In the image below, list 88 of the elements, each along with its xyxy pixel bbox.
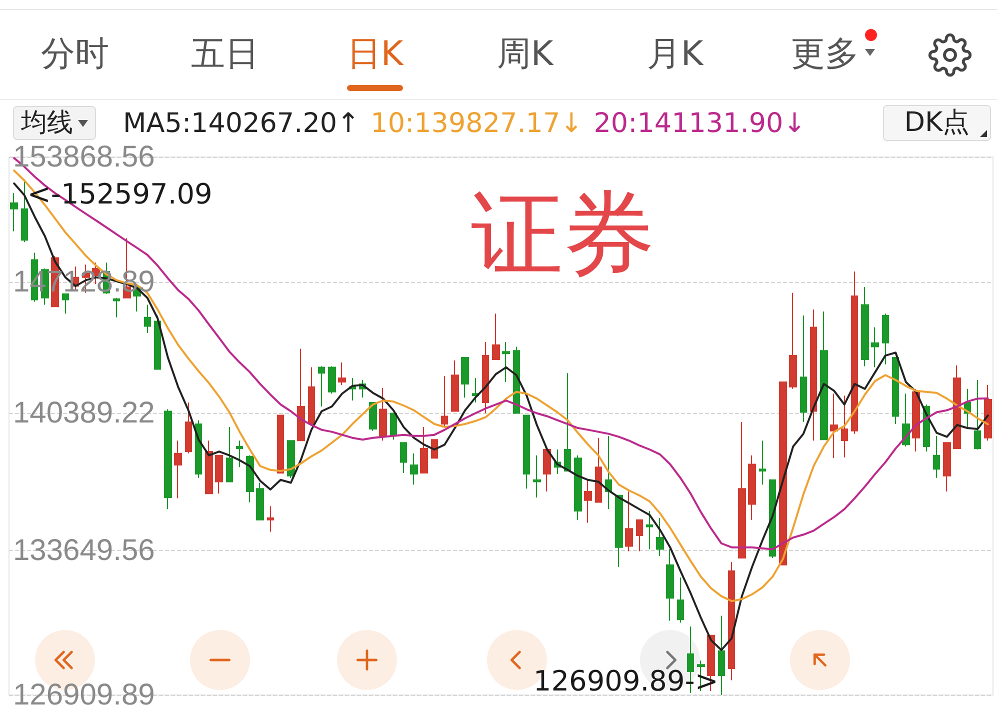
candlestick [277, 414, 284, 474]
candlestick [728, 561, 735, 681]
text: MA5:140267.20↑ [123, 108, 360, 139]
candlestick [205, 440, 213, 494]
candlestick [410, 452, 418, 486]
candlestick [215, 454, 223, 494]
legend-title: 均线 [21, 107, 73, 139]
candlestick [800, 315, 807, 423]
candlestick [646, 510, 653, 550]
candlestick [21, 180, 28, 243]
candlestick [605, 435, 612, 510]
candlestick [943, 442, 951, 492]
candlestick [400, 442, 407, 474]
candlestick [636, 519, 643, 552]
candlestick [297, 348, 305, 442]
candlestick [174, 440, 182, 499]
text: 20:141131.90↓ [594, 108, 806, 139]
candlestick [144, 304, 151, 334]
text: 月K [646, 34, 704, 74]
candlestick [974, 380, 981, 450]
candlestick [759, 440, 766, 486]
text: 日K [346, 34, 404, 74]
candlestick [441, 376, 448, 428]
candlestick [390, 412, 397, 440]
candlestick [195, 420, 202, 478]
candlestick [841, 395, 848, 458]
candlestick [328, 366, 336, 394]
candlestick [533, 454, 541, 498]
text: 周K [496, 34, 554, 74]
candlestick [10, 192, 18, 232]
candlestick [338, 362, 346, 386]
candlestick [246, 454, 254, 503]
candlestick [502, 341, 510, 382]
text: 分时 [41, 34, 109, 74]
text: 10:139827.17↓ [370, 108, 583, 139]
candlestick [236, 440, 243, 468]
candlestick [113, 297, 120, 318]
candlestick [810, 309, 817, 442]
candlestick [830, 393, 838, 459]
candlestick [595, 437, 602, 503]
candlestick [256, 482, 264, 520]
candlestick [308, 366, 315, 425]
text: DK点 [904, 107, 970, 138]
candlestick [677, 577, 684, 624]
candlestick [789, 292, 797, 390]
candlestick [451, 360, 459, 412]
candlestick [379, 387, 387, 442]
candlestick [738, 422, 746, 558]
candlestick [369, 402, 377, 432]
candlestick [615, 494, 623, 568]
candlestick [851, 270, 858, 434]
candlestick [656, 517, 664, 557]
candlestick [185, 402, 192, 454]
y-tick-label: 140389.22 [13, 396, 155, 430]
candlestick [461, 357, 469, 398]
candlestick [779, 381, 787, 566]
candlestick [666, 548, 674, 622]
candlestick [523, 414, 530, 490]
candlestick [892, 357, 899, 425]
candlestick [574, 454, 582, 520]
text: 五日 [191, 34, 259, 74]
y-tick-label: 153868.56 [13, 140, 155, 174]
candlestick [984, 384, 992, 442]
candlestick [718, 615, 725, 696]
candlestick [482, 341, 489, 414]
candlestick [625, 491, 633, 552]
candlestick [933, 435, 940, 478]
candlestick [62, 293, 69, 314]
y-tick-label: 126909.89 [13, 678, 155, 710]
candlestick [318, 366, 325, 407]
candlestick [287, 440, 295, 478]
candlestick [492, 313, 500, 360]
candlestick [953, 364, 961, 449]
candlestick [564, 372, 571, 472]
candlestick [871, 326, 879, 368]
y-tick-label: 133649.56 [13, 534, 155, 567]
candlestick [820, 310, 828, 440]
candlestick [882, 313, 889, 365]
candlestick [226, 426, 233, 482]
text: 更多 [791, 34, 859, 74]
candlestick [267, 506, 274, 532]
chart-title: 证券 [471, 180, 655, 288]
candlestick [861, 286, 869, 367]
candlestick [164, 408, 172, 510]
candlestick [420, 426, 428, 474]
candlestick [584, 479, 592, 524]
candlestick [748, 454, 756, 520]
candlestick [154, 315, 161, 370]
